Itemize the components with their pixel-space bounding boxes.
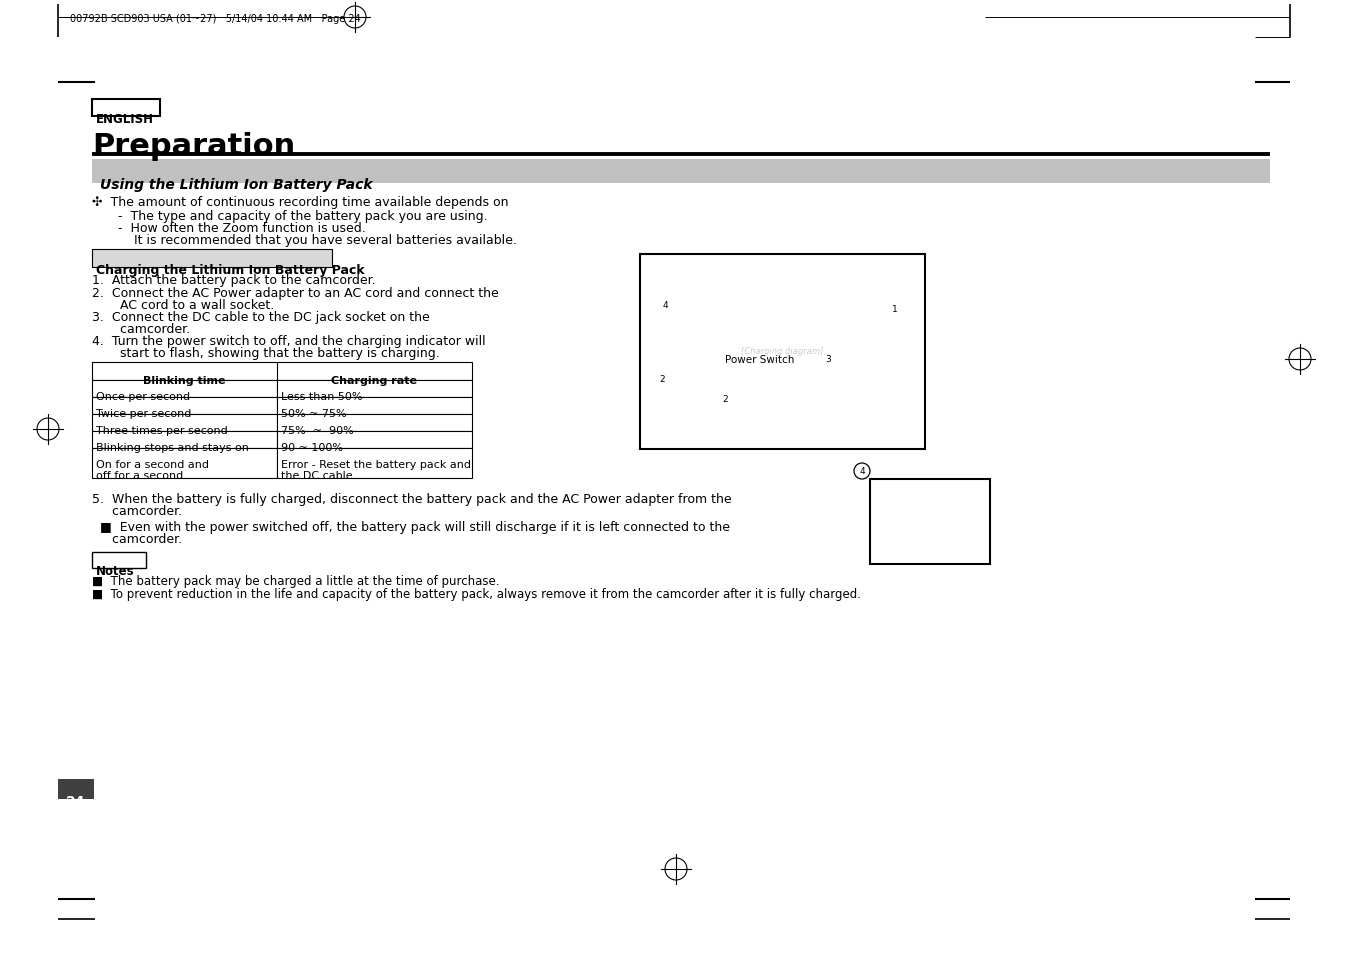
Text: Error - Reset the battery pack and: Error - Reset the battery pack and bbox=[281, 459, 471, 470]
Bar bbox=[92, 380, 277, 397]
Text: Blinking time: Blinking time bbox=[143, 375, 226, 386]
Text: camcorder.: camcorder. bbox=[100, 533, 182, 545]
Text: 50% ~ 75%: 50% ~ 75% bbox=[281, 409, 347, 418]
Bar bbox=[277, 380, 471, 397]
Text: 1: 1 bbox=[892, 305, 898, 314]
Text: camcorder.: camcorder. bbox=[92, 504, 182, 517]
Text: 4.  Turn the power switch to off, and the charging indicator will: 4. Turn the power switch to off, and the… bbox=[92, 335, 485, 348]
Text: Blinking stops and stays on: Blinking stops and stays on bbox=[96, 442, 249, 453]
Text: [Charging diagram]: [Charging diagram] bbox=[740, 347, 823, 356]
Bar bbox=[277, 449, 471, 478]
Bar bbox=[92, 160, 1270, 184]
Text: camcorder.: camcorder. bbox=[100, 323, 190, 335]
Bar bbox=[277, 415, 471, 432]
Bar bbox=[92, 553, 146, 568]
Text: 2: 2 bbox=[723, 395, 728, 404]
Bar bbox=[92, 250, 332, 268]
Text: 3: 3 bbox=[825, 355, 831, 364]
Bar bbox=[640, 254, 925, 450]
Text: 90 ~ 100%: 90 ~ 100% bbox=[281, 442, 343, 453]
Text: Charging the Lithium Ion Battery Pack: Charging the Lithium Ion Battery Pack bbox=[96, 264, 365, 276]
Text: ■  The battery pack may be charged a little at the time of purchase.: ■ The battery pack may be charged a litt… bbox=[92, 575, 500, 587]
Bar bbox=[277, 397, 471, 415]
Text: off for a second: off for a second bbox=[96, 471, 184, 480]
Text: ■  To prevent reduction in the life and capacity of the battery pack, always rem: ■ To prevent reduction in the life and c… bbox=[92, 587, 861, 600]
Text: 5.  When the battery is fully charged, disconnect the battery pack and the AC Po: 5. When the battery is fully charged, di… bbox=[92, 493, 732, 505]
Text: Using the Lithium Ion Battery Pack: Using the Lithium Ion Battery Pack bbox=[100, 178, 373, 192]
Text: start to flash, showing that the battery is charging.: start to flash, showing that the battery… bbox=[100, 347, 439, 359]
Text: ✣  The amount of continuous recording time available depends on: ✣ The amount of continuous recording tim… bbox=[92, 195, 508, 209]
Bar bbox=[92, 363, 471, 380]
Text: Three times per second: Three times per second bbox=[96, 426, 228, 436]
Text: ENGLISH: ENGLISH bbox=[96, 112, 154, 126]
Text: -  How often the Zoom function is used.: - How often the Zoom function is used. bbox=[118, 222, 366, 234]
Text: ■  Even with the power switched off, the battery pack will still discharge if it: ■ Even with the power switched off, the … bbox=[100, 520, 730, 534]
Text: 3.  Connect the DC cable to the DC jack socket on the: 3. Connect the DC cable to the DC jack s… bbox=[92, 311, 430, 324]
Text: Twice per second: Twice per second bbox=[96, 409, 192, 418]
Text: 24: 24 bbox=[66, 794, 85, 808]
Text: 2.  Connect the AC Power adapter to an AC cord and connect the: 2. Connect the AC Power adapter to an AC… bbox=[92, 287, 499, 299]
Text: the DC cable: the DC cable bbox=[281, 471, 353, 480]
Bar bbox=[92, 432, 277, 449]
Text: Notes: Notes bbox=[96, 564, 135, 578]
Text: On for a second and: On for a second and bbox=[96, 459, 209, 470]
Text: 1.  Attach the battery pack to the camcorder.: 1. Attach the battery pack to the camcor… bbox=[92, 274, 376, 287]
Text: Power Switch: Power Switch bbox=[725, 355, 794, 365]
Bar bbox=[92, 397, 277, 415]
Text: It is recommended that you have several batteries available.: It is recommended that you have several … bbox=[134, 233, 517, 247]
Bar bbox=[870, 479, 990, 564]
Text: AC cord to a wall socket.: AC cord to a wall socket. bbox=[100, 298, 274, 312]
Bar bbox=[277, 432, 471, 449]
Bar bbox=[92, 449, 277, 478]
Text: 2: 2 bbox=[659, 375, 665, 384]
Bar bbox=[58, 780, 95, 800]
Bar bbox=[92, 100, 159, 117]
Text: Once per second: Once per second bbox=[96, 392, 190, 401]
Text: Less than 50%: Less than 50% bbox=[281, 392, 362, 401]
Text: 4: 4 bbox=[859, 467, 865, 476]
Text: 75%  ~  90%: 75% ~ 90% bbox=[281, 426, 354, 436]
Text: -  The type and capacity of the battery pack you are using.: - The type and capacity of the battery p… bbox=[118, 210, 488, 223]
Text: Charging rate: Charging rate bbox=[331, 375, 417, 386]
Text: 4: 4 bbox=[662, 300, 667, 309]
Bar bbox=[92, 415, 277, 432]
Text: 00792B SCD903 USA (01~27)   5/14/04 10:44 AM   Page 24: 00792B SCD903 USA (01~27) 5/14/04 10:44 … bbox=[70, 14, 361, 24]
Text: Preparation: Preparation bbox=[92, 132, 296, 161]
